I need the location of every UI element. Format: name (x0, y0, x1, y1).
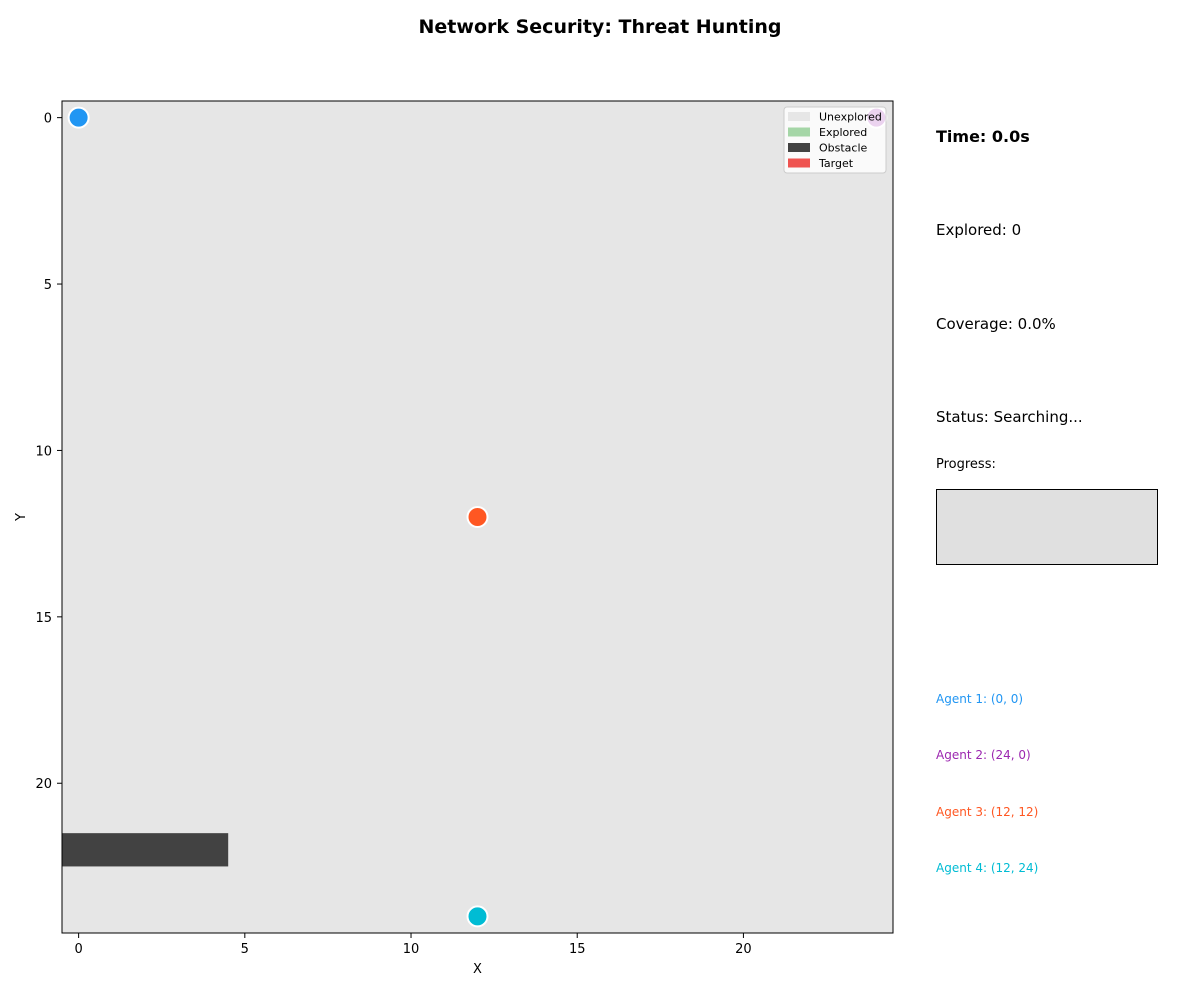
coverage-readout: Coverage: 0.0% (936, 315, 1056, 333)
x-tick-label: 15 (569, 942, 586, 957)
legend-box (783, 106, 887, 174)
x-tick-label: 0 (74, 942, 82, 957)
legend-swatch (788, 112, 810, 121)
legend-label: Target (818, 157, 854, 170)
y-tick-label: 15 (35, 611, 52, 626)
y-axis-label: Y (14, 513, 29, 522)
agent-3-position: Agent 3: (12, 12) (936, 805, 1039, 819)
explored-count: Explored: 0 (936, 221, 1022, 239)
agent-4-position: Agent 4: (12, 24) (936, 861, 1039, 875)
y-tick-label: 10 (35, 444, 52, 459)
legend-label: Explored (819, 126, 867, 139)
legend-swatch (788, 158, 810, 168)
obstacle-block (62, 833, 229, 867)
agent-4-marker (466, 905, 489, 928)
legend-label: Unexplored (819, 111, 882, 124)
status-text: Status: Searching... (936, 408, 1083, 426)
legend-swatch (788, 127, 810, 137)
agent-1-position: Agent 1: (0, 0) (936, 692, 1024, 706)
x-axis-label: X (473, 962, 482, 977)
plot-frame (61, 100, 894, 934)
x-tick-label: 5 (241, 942, 249, 957)
y-tick-label: 5 (44, 278, 52, 293)
chart-title: Network Security: Threat Hunting (418, 16, 782, 38)
agent-3-marker (466, 506, 489, 528)
y-tick-label: 0 (44, 112, 52, 127)
y-tick-label: 20 (35, 777, 52, 792)
legend-swatch (788, 143, 810, 152)
progress-label: Progress: (936, 457, 996, 472)
agent-1-marker (67, 106, 90, 129)
x-tick-label: 10 (403, 942, 420, 957)
progress-bar (936, 489, 1158, 565)
agent-2-position: Agent 2: (24, 0) (936, 748, 1031, 762)
x-tick-label: 20 (735, 942, 752, 957)
legend-label: Obstacle (819, 142, 868, 155)
time-readout: Time: 0.0s (936, 127, 1030, 146)
